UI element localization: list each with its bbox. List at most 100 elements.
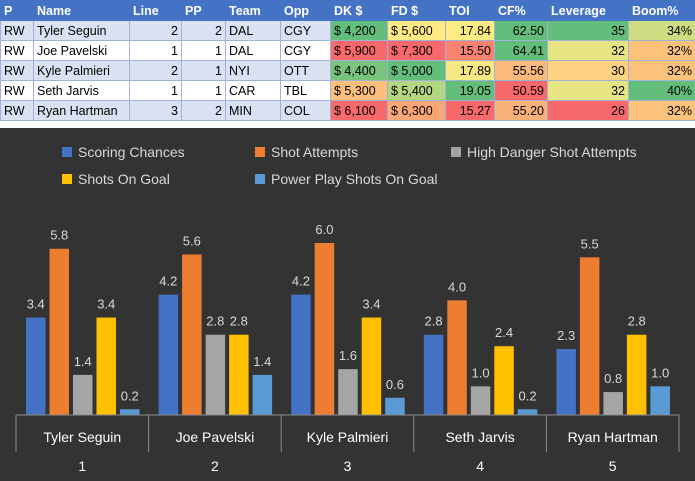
cell-opp: OTT	[280, 60, 331, 81]
cell-name: Joe Pavelski	[33, 40, 130, 61]
cell-boom: 34%	[628, 20, 695, 41]
bar-3-2	[361, 317, 382, 415]
cell-boom: 32%	[628, 100, 695, 121]
data-label: 3.4	[27, 297, 45, 312]
data-label: 1.4	[74, 354, 92, 369]
bar-0-2	[291, 294, 311, 415]
data-label: 0.2	[121, 388, 139, 403]
legend-label: Shot Attempts	[271, 144, 358, 160]
legend-swatch	[62, 147, 72, 157]
cell-cf: 64.41	[494, 40, 548, 61]
cell-pp: 2	[181, 20, 226, 41]
data-label: 0.8	[604, 371, 622, 386]
bar-4-4	[650, 386, 670, 415]
bar-0-4	[556, 349, 576, 415]
data-label: 2.8	[230, 314, 248, 329]
data-label: 3.4	[97, 297, 115, 312]
column-header-line: Line	[129, 0, 182, 21]
data-label: 4.2	[159, 274, 177, 289]
cell-line: 3	[129, 100, 182, 121]
bar-2-0	[73, 374, 93, 415]
cell-p: RW	[0, 40, 34, 61]
table-row: RW Ryan Hartman 3 2 MIN COL $ 6,100 $ 6,300 15.2…	[0, 100, 695, 121]
cell-fd: $ 5,000	[387, 60, 446, 81]
bar-1-4	[579, 257, 600, 415]
category-label: Tyler Seguin	[43, 429, 121, 445]
group-label: 4	[476, 458, 484, 474]
group-label: 2	[211, 458, 219, 474]
cell-leverage: 35	[547, 20, 629, 41]
bar-1-1	[182, 254, 202, 415]
data-label: 1.4	[253, 354, 271, 369]
stats-bar-chart: Scoring Chances Shot Attempts High Danger …	[0, 128, 695, 481]
cell-dk: $ 5,900	[330, 40, 388, 61]
cell-fd: $ 7,300	[387, 40, 446, 61]
cell-dk: $ 5,300	[330, 80, 388, 101]
cell-toi: 15.27	[445, 100, 495, 121]
column-header-pp: PP	[181, 0, 226, 21]
player-stats-table: P Name Line PP Team Opp DK $ FD $ TOI CF% Leverage…	[0, 0, 695, 121]
cell-name: Tyler Seguin	[33, 20, 130, 41]
cell-dk: $ 6,100	[330, 100, 388, 121]
legend-swatch	[62, 174, 72, 184]
cell-fd: $ 6,300	[387, 100, 446, 121]
cell-toi: 19.05	[445, 80, 495, 101]
chart-background	[0, 128, 695, 481]
bar-4-1	[252, 374, 273, 415]
table-row: RW Tyler Seguin 2 2 DAL CGY $ 4,200 $ 5,600 17.8…	[0, 20, 695, 41]
cell-line: 2	[129, 60, 182, 81]
column-header-toi: TOI	[445, 0, 495, 21]
cell-line: 2	[129, 20, 182, 41]
cell-p: RW	[0, 100, 34, 121]
cell-cf: 50.59	[494, 80, 548, 101]
column-header-fd: FD $	[387, 0, 446, 21]
cell-line: 1	[129, 80, 182, 101]
legend-swatch	[451, 147, 461, 157]
cell-toi: 17.84	[445, 20, 495, 41]
cell-toi: 15.50	[445, 40, 495, 61]
cell-cf: 55.20	[494, 100, 548, 121]
data-label: 2.8	[206, 314, 224, 329]
bar-2-2	[338, 369, 358, 415]
bar-2-1	[205, 334, 226, 415]
column-header-leverage: Leverage	[547, 0, 629, 21]
cell-leverage: 26	[547, 100, 629, 121]
cell-cf: 55.56	[494, 60, 548, 81]
cell-team: CAR	[225, 80, 281, 101]
bar-3-1	[229, 334, 249, 415]
legend-label: Power Play Shots On Goal	[271, 171, 438, 187]
data-label: 0.6	[386, 377, 404, 392]
cell-p: RW	[0, 80, 34, 101]
cell-opp: CGY	[280, 40, 331, 61]
data-label: 4.0	[448, 279, 466, 294]
cell-opp: TBL	[280, 80, 331, 101]
cell-pp: 1	[181, 60, 226, 81]
cell-fd: $ 5,600	[387, 20, 446, 41]
data-label: 0.2	[519, 388, 537, 403]
group-label: 1	[78, 458, 86, 474]
group-label: 3	[344, 458, 352, 474]
group-label: 5	[609, 458, 617, 474]
data-label: 1.6	[339, 348, 357, 363]
legend-label: High Danger Shot Attempts	[467, 144, 637, 160]
column-header-team: Team	[225, 0, 281, 21]
bar-4-2	[385, 397, 405, 415]
data-label: 3.4	[362, 297, 380, 312]
legend-swatch	[255, 147, 265, 157]
data-label: 6.0	[315, 222, 333, 237]
data-label: 2.3	[557, 328, 575, 343]
column-header-dk: DK $	[330, 0, 388, 21]
data-label: 5.6	[183, 233, 201, 248]
cell-leverage: 32	[547, 40, 629, 61]
bar-1-2	[314, 243, 335, 415]
bar-4-0	[120, 409, 140, 415]
table-row: RW Kyle Palmieri 2 1 NYI OTT $ 4,400 $ 5,000 17.…	[0, 60, 695, 81]
data-label: 5.8	[50, 228, 68, 243]
cell-toi: 17.89	[445, 60, 495, 81]
cell-boom: 32%	[628, 40, 695, 61]
cell-boom: 40%	[628, 80, 695, 101]
bar-3-4	[626, 334, 647, 415]
bar-2-3	[470, 386, 491, 415]
column-header-opp: Opp	[280, 0, 331, 21]
cell-name: Ryan Hartman	[33, 100, 130, 121]
